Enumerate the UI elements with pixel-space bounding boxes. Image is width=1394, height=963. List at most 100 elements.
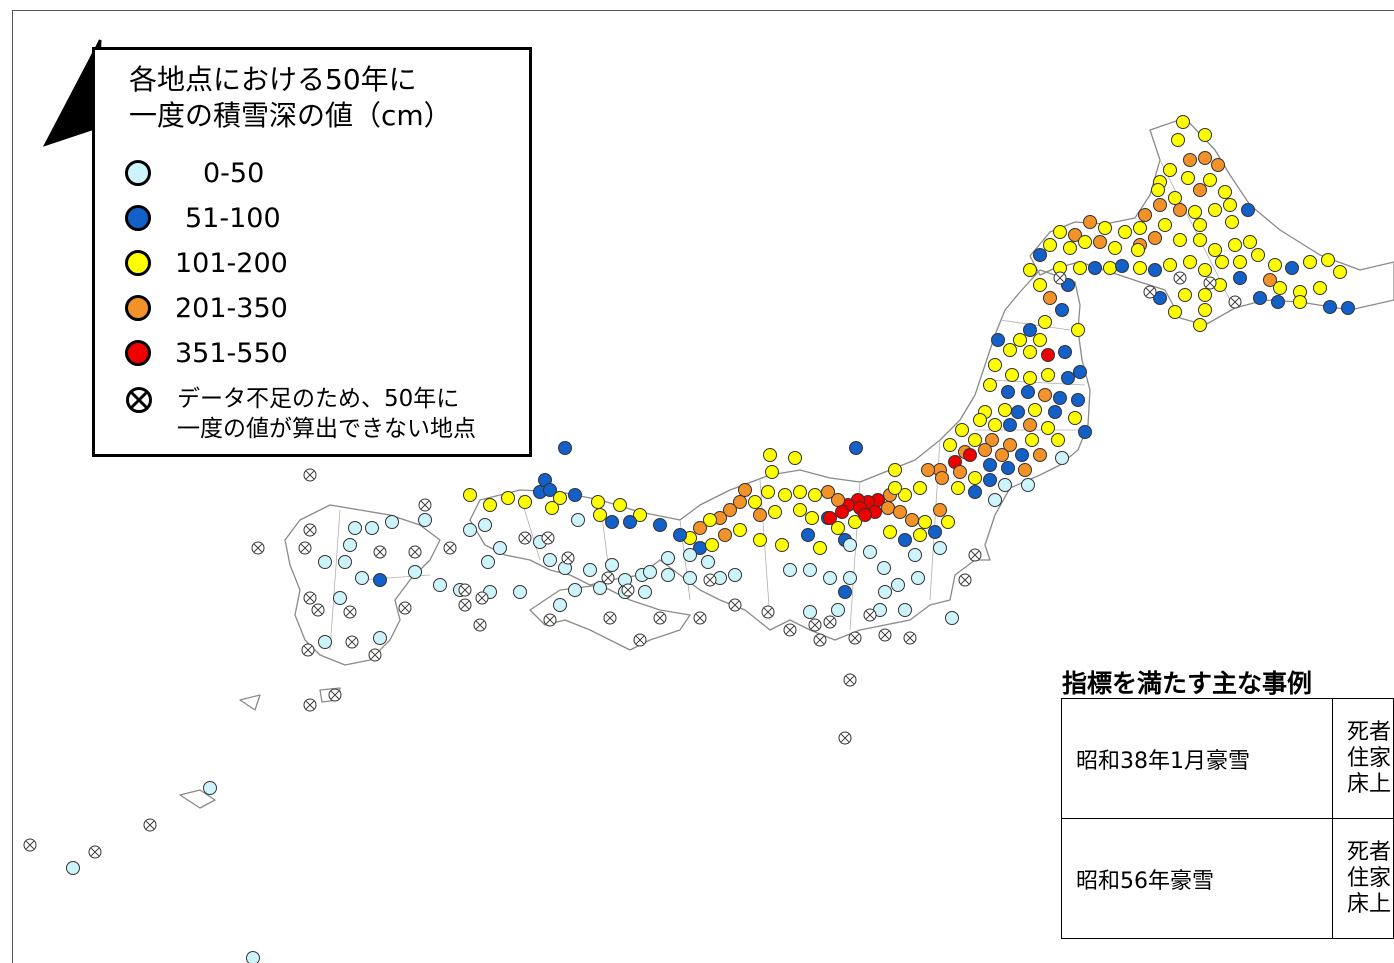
station-marker xyxy=(1151,183,1165,197)
station-marker xyxy=(1188,205,1202,219)
station-marker xyxy=(898,488,912,502)
station-marker xyxy=(1108,241,1122,255)
station-marker xyxy=(463,488,477,502)
station-marker xyxy=(1171,133,1185,147)
station-marker xyxy=(908,548,922,562)
station-marker xyxy=(1053,225,1067,239)
station-marker xyxy=(783,563,797,577)
station-marker xyxy=(848,515,862,529)
station-marker xyxy=(343,538,357,552)
station-marker xyxy=(898,603,912,617)
station-marker xyxy=(1198,288,1212,302)
station-marker xyxy=(898,533,912,547)
station-marker xyxy=(653,518,667,532)
station-marker xyxy=(718,528,732,542)
station-marker xyxy=(983,378,997,392)
station-marker xyxy=(1005,368,1019,382)
station-marker xyxy=(1051,433,1065,447)
station-marker xyxy=(1003,418,1017,432)
station-no-data-icon xyxy=(878,628,892,642)
station-marker xyxy=(888,481,902,495)
legend-item-101-200: 101-200 xyxy=(125,246,288,280)
station-no-data-icon xyxy=(473,618,487,632)
station-marker xyxy=(883,525,897,539)
station-marker xyxy=(1023,418,1037,432)
station-marker xyxy=(1163,258,1177,272)
station-no-data-icon xyxy=(418,498,432,512)
station-marker xyxy=(888,463,902,477)
station-marker xyxy=(1193,218,1207,232)
station-marker xyxy=(1271,295,1285,309)
station-no-data-icon xyxy=(301,643,315,657)
station-marker xyxy=(1088,261,1102,275)
station-marker xyxy=(893,505,907,519)
station-no-data-icon xyxy=(1173,271,1187,285)
station-marker xyxy=(483,498,497,512)
station-marker xyxy=(1333,265,1347,279)
station-no-data-icon xyxy=(368,648,382,662)
station-marker xyxy=(1038,388,1052,402)
station-marker xyxy=(478,518,492,532)
station-no-data-icon xyxy=(603,611,617,625)
station-no-data-icon xyxy=(848,631,862,645)
station-marker xyxy=(991,333,1005,347)
station-marker xyxy=(778,488,792,502)
station-marker xyxy=(843,538,857,552)
station-marker xyxy=(823,511,837,525)
map-frame xyxy=(12,10,1394,963)
station-marker xyxy=(918,515,932,529)
station-no-data-icon xyxy=(303,468,317,482)
station-marker xyxy=(1058,345,1072,359)
station-marker xyxy=(793,503,807,517)
station-no-data-icon xyxy=(1053,271,1067,285)
station-marker xyxy=(723,503,737,517)
station-marker xyxy=(983,458,997,472)
station-marker xyxy=(1168,305,1182,319)
station-marker xyxy=(1241,203,1255,217)
station-marker xyxy=(338,555,352,569)
station-marker xyxy=(1003,343,1017,357)
station-marker xyxy=(805,511,819,525)
station-marker xyxy=(418,513,432,527)
legend-swatch xyxy=(125,205,151,231)
station-marker xyxy=(858,508,872,522)
station-marker xyxy=(1043,291,1057,305)
station-marker xyxy=(373,631,387,645)
station-marker xyxy=(373,573,387,587)
station-marker xyxy=(878,585,892,599)
station-marker xyxy=(1285,261,1299,275)
station-no-data-icon xyxy=(458,598,472,612)
station-marker xyxy=(1183,153,1197,167)
station-no-data-icon xyxy=(303,698,317,712)
station-marker xyxy=(968,471,982,485)
station-no-data-icon xyxy=(373,545,387,559)
station-marker xyxy=(1118,225,1132,239)
station-no-data-icon xyxy=(303,523,317,537)
station-no-data-icon xyxy=(843,673,857,687)
station-marker xyxy=(1193,183,1207,197)
station-marker xyxy=(513,585,527,599)
station-marker xyxy=(1178,288,1192,302)
legend-title: 各地点における50年に 一度の積雪深の値（cm） xyxy=(129,63,452,132)
station-marker xyxy=(1321,253,1335,267)
station-marker xyxy=(1215,255,1229,269)
no-data-icon xyxy=(126,387,152,413)
station-marker xyxy=(1028,403,1042,417)
station-marker xyxy=(593,508,607,522)
station-marker xyxy=(1041,421,1055,435)
station-marker xyxy=(1018,463,1032,477)
table-row: 昭和38年1月豪雪 死者 住家 床上 xyxy=(1061,698,1394,819)
station-marker xyxy=(1003,438,1017,452)
legend-item-201-350: 201-350 xyxy=(125,291,288,325)
station-marker xyxy=(835,505,849,519)
station-no-data-icon xyxy=(703,573,717,587)
station-marker xyxy=(683,571,697,585)
station-marker xyxy=(433,578,447,592)
station-marker xyxy=(1078,425,1092,439)
station-marker xyxy=(543,553,557,567)
station-no-data-icon xyxy=(633,633,647,647)
station-marker xyxy=(643,565,657,579)
station-marker xyxy=(543,483,557,497)
station-marker xyxy=(1183,255,1197,269)
station-marker xyxy=(1208,203,1222,217)
